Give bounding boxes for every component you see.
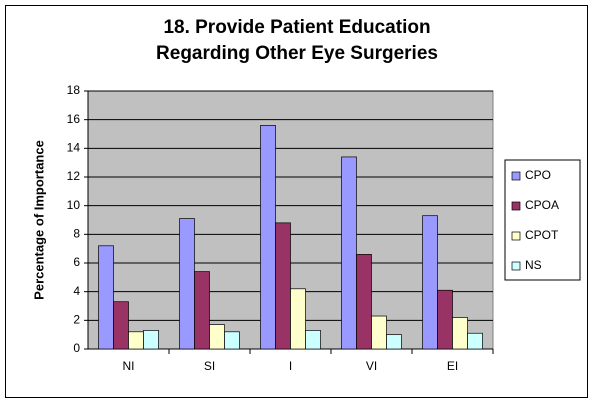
- bar: [275, 222, 291, 350]
- legend-label: CPOT: [525, 228, 559, 242]
- legend-box: [504, 159, 581, 281]
- x-tick-label: VI: [366, 359, 377, 373]
- bar: [260, 125, 276, 350]
- bar: [452, 317, 468, 350]
- chart-title: Regarding Other Eye Surgeries: [156, 43, 438, 64]
- bar: [194, 271, 210, 350]
- y-tick-label: 14: [67, 141, 81, 155]
- bar: [356, 254, 372, 350]
- legend-swatch: [511, 231, 521, 241]
- legend-swatch: [511, 171, 521, 181]
- y-tick-label: 0: [73, 341, 80, 355]
- bar: [290, 288, 306, 350]
- bar: [437, 289, 453, 350]
- y-tick-label: 12: [67, 169, 81, 183]
- y-tick-label: 18: [67, 83, 81, 97]
- bar: [422, 215, 438, 350]
- bar: [143, 330, 159, 350]
- legend-label: CPOA: [525, 198, 559, 212]
- bar: [209, 324, 225, 350]
- bar: [341, 156, 357, 350]
- bar: [224, 331, 240, 350]
- bar: [128, 331, 144, 350]
- bar: [305, 330, 321, 350]
- bar: [98, 245, 114, 350]
- chart-title: 18. Provide Patient Education: [163, 17, 430, 38]
- bar: [371, 315, 387, 350]
- legend-label: NS: [525, 258, 542, 272]
- bar: [467, 332, 483, 350]
- y-tick-label: 6: [73, 255, 80, 269]
- x-tick-label: I: [289, 359, 292, 373]
- y-axis-title: Percentage of Importance: [31, 140, 46, 300]
- y-tick-label: 4: [73, 284, 80, 298]
- x-tick-label: SI: [204, 359, 215, 373]
- legend-swatch: [511, 201, 521, 211]
- legend-swatch: [511, 261, 521, 271]
- y-tick-label: 10: [67, 198, 81, 212]
- bar: [179, 218, 195, 350]
- bar: [113, 301, 129, 350]
- x-tick-label: EI: [447, 359, 458, 373]
- legend-label: CPO: [525, 168, 551, 182]
- y-tick-label: 16: [67, 112, 81, 126]
- bar: [386, 334, 402, 350]
- y-tick-label: 8: [73, 227, 80, 241]
- y-tick-label: 2: [73, 313, 80, 327]
- x-tick-label: NI: [123, 359, 135, 373]
